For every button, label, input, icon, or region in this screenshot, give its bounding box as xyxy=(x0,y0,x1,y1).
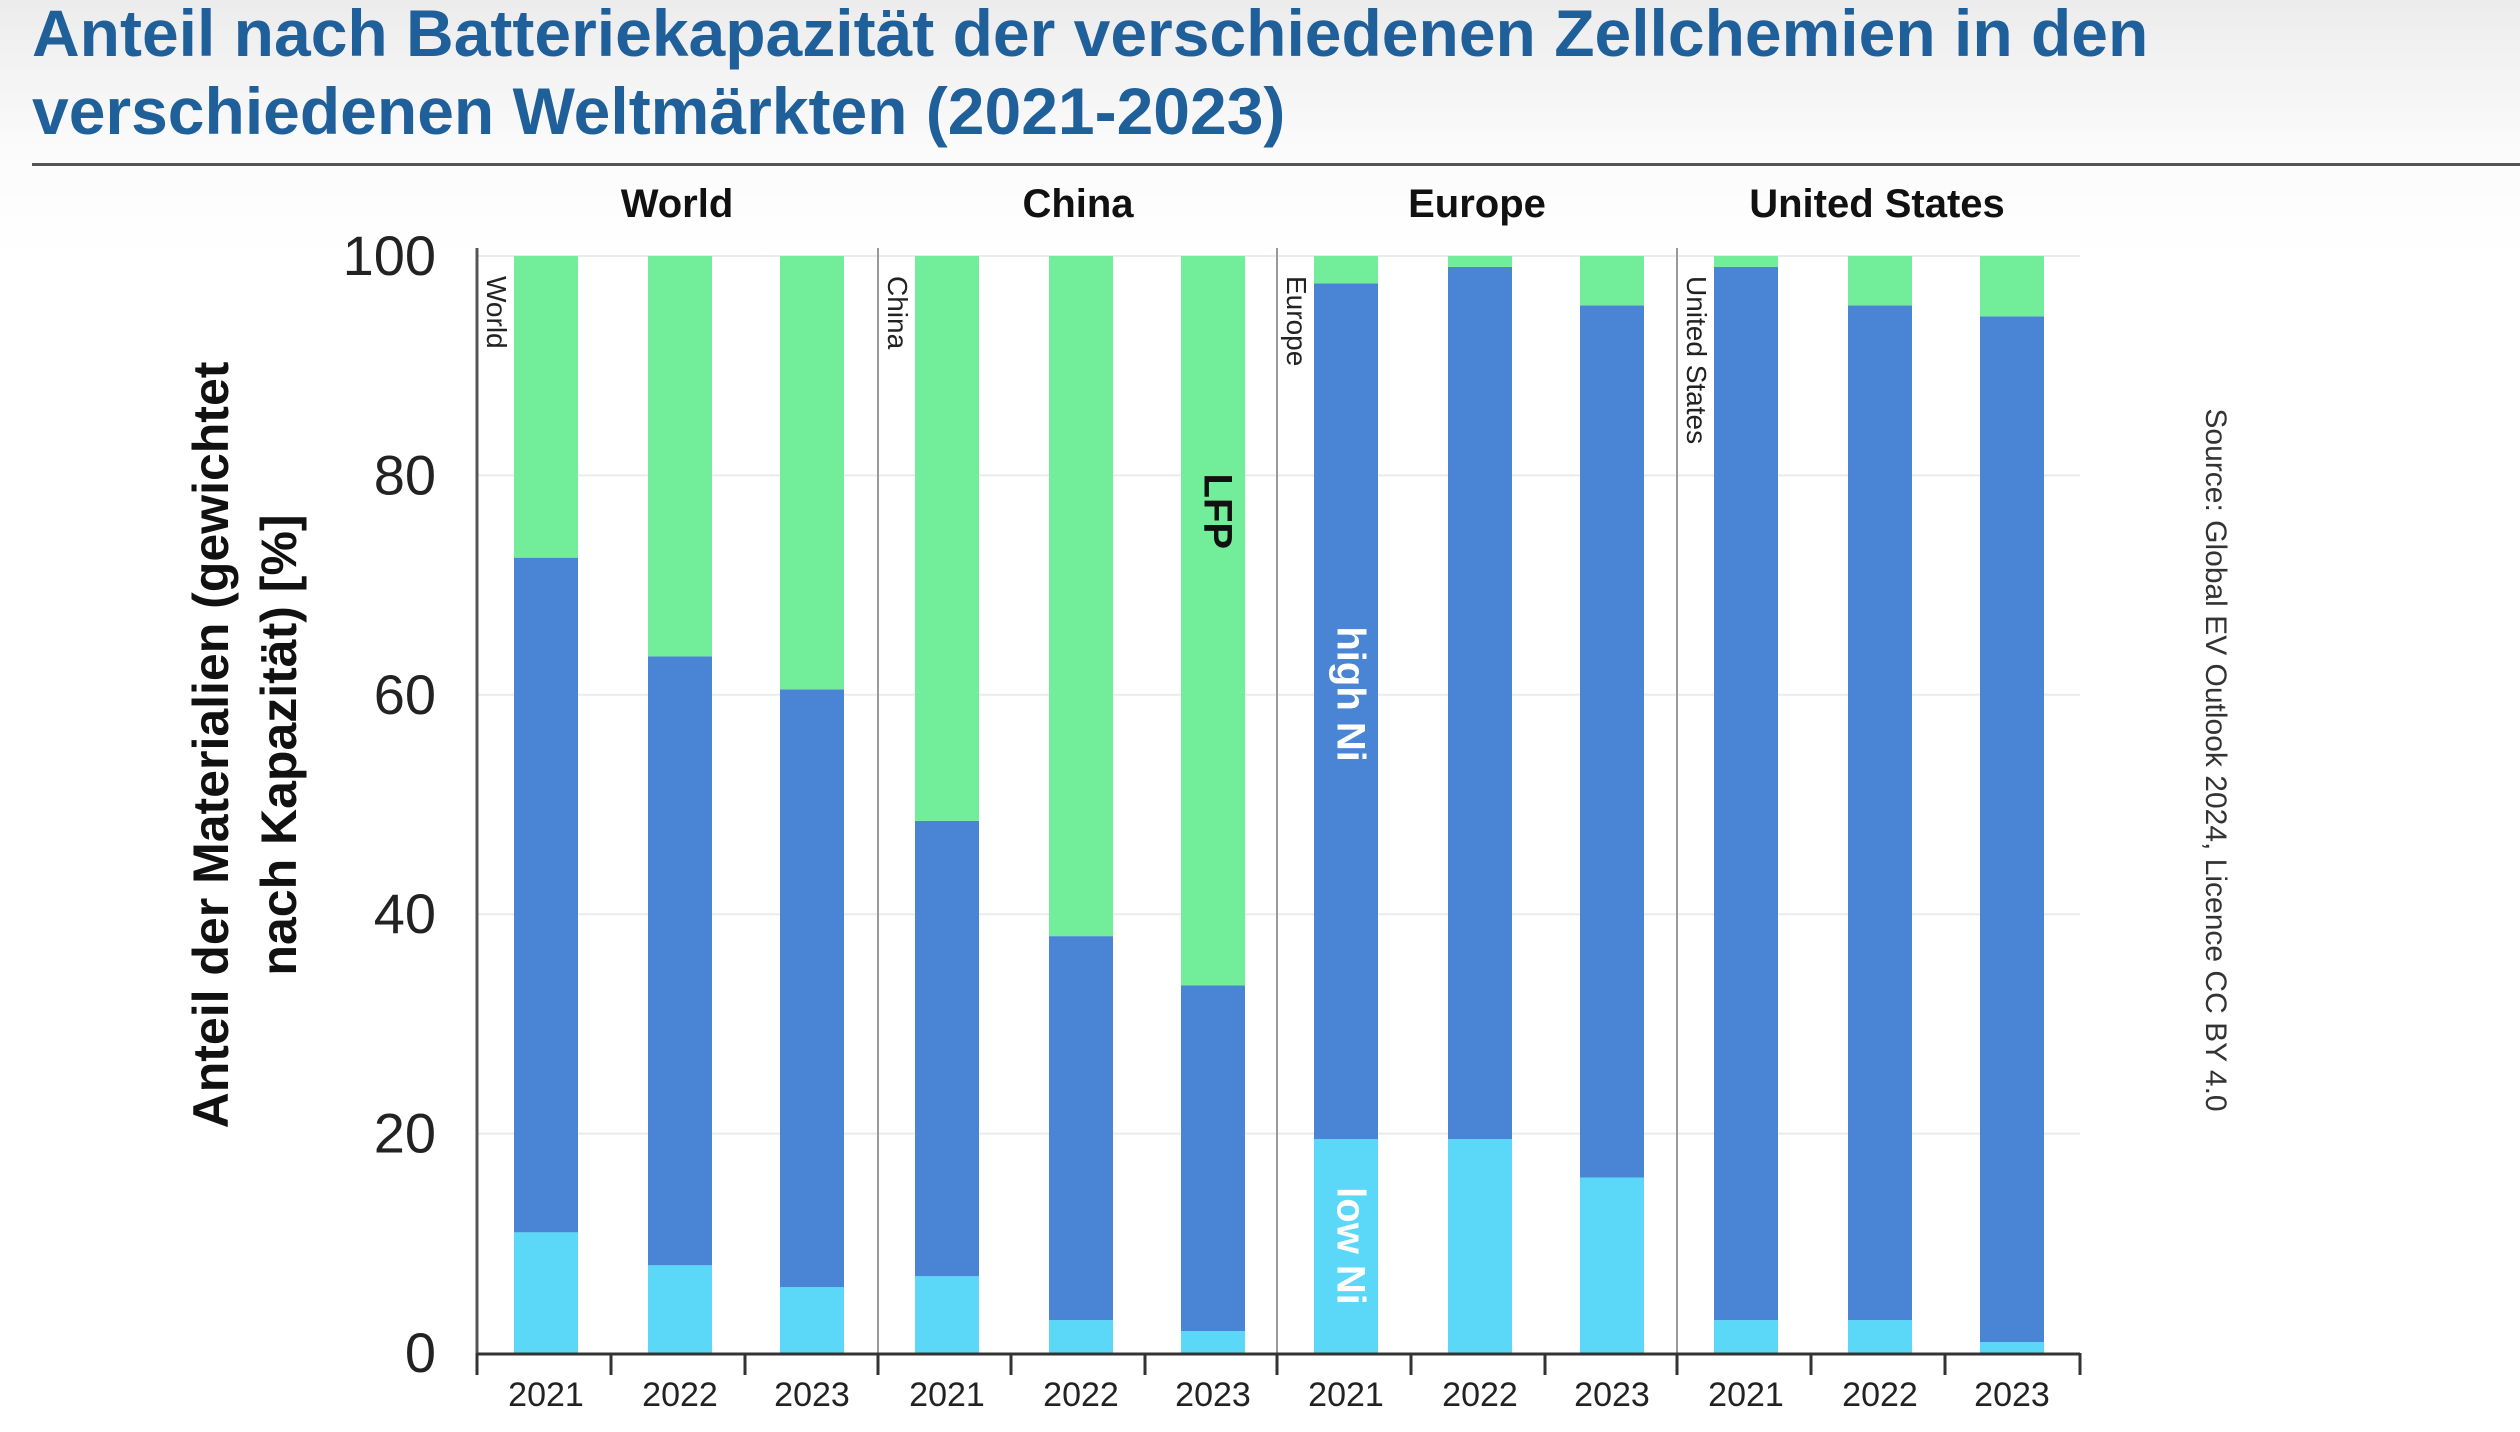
bar-world-2021-low-ni xyxy=(514,1232,578,1353)
axes xyxy=(475,248,2082,1375)
bar-china-2022-lfp xyxy=(1049,256,1113,937)
panel-title-world: World xyxy=(621,182,734,226)
corner-label-world: World xyxy=(481,276,512,349)
x-tick-label-united-states-2021: 2021 xyxy=(1708,1376,1784,1414)
bar-europe-2022-low-ni xyxy=(1448,1139,1512,1353)
y-tick-label-40: 40 xyxy=(374,882,436,945)
x-tick-label-world-2021: 2021 xyxy=(508,1376,584,1414)
x-tick-label-europe-2021: 2021 xyxy=(1308,1376,1384,1414)
bar-united-states-2023-lfp xyxy=(1980,256,2044,317)
bar-united-states-2021-lfp xyxy=(1714,256,1778,267)
bar-world-2021-high-ni xyxy=(514,557,578,1233)
annotation-low-ni: low Ni xyxy=(1328,1187,1372,1305)
corner-label-united-states: United States xyxy=(1681,276,1712,444)
bar-europe-2021-low-ni xyxy=(1314,1139,1378,1353)
gridlines xyxy=(477,255,2080,1135)
x-tick-label-europe-2022: 2022 xyxy=(1442,1376,1518,1414)
annotation-high-ni: high Ni xyxy=(1328,626,1372,762)
bar-china-2021-high-ni xyxy=(915,820,979,1277)
bar-world-2023-high-ni xyxy=(780,689,844,1288)
y-axis-label-line-1: Anteil der Materialien (gewichtet xyxy=(183,361,239,1128)
panel-title-united-states: United States xyxy=(1749,182,2005,226)
labels: 0 20 40 60 80 100 World World 2021 2022 2023 China C… xyxy=(183,182,2232,1414)
page-title: Anteil nach Batteriekapazität der versch… xyxy=(32,0,2149,148)
bar-united-states-2021-low-ni xyxy=(1714,1320,1778,1353)
x-tick-label-world-2022: 2022 xyxy=(642,1376,718,1414)
bar-europe-2023-low-ni xyxy=(1580,1177,1644,1353)
y-tick-label-20: 20 xyxy=(374,1102,436,1165)
bar-united-states-2022-lfp xyxy=(1848,256,1912,306)
title-divider xyxy=(32,163,2520,166)
bar-china-2023-low-ni xyxy=(1181,1331,1245,1353)
bar-europe-2022-lfp xyxy=(1448,256,1512,267)
x-tick-label-china-2021: 2021 xyxy=(909,1376,985,1414)
corner-label-europe: Europe xyxy=(1281,276,1312,366)
y-tick-label-0: 0 xyxy=(405,1321,436,1384)
x-tick-label-europe-2023: 2023 xyxy=(1574,1376,1650,1414)
bar-europe-2021-high-ni xyxy=(1314,283,1378,1140)
bar-china-2023-high-ni xyxy=(1181,985,1245,1332)
bar-world-2023-low-ni xyxy=(780,1287,844,1353)
bar-united-states-2023-high-ni xyxy=(1980,316,2044,1343)
bar-united-states-2021-high-ni xyxy=(1714,266,1778,1321)
panel-title-europe: Europe xyxy=(1408,182,1546,226)
y-tick-label-100: 100 xyxy=(343,224,436,287)
x-tick-label-united-states-2023: 2023 xyxy=(1974,1376,2050,1414)
x-tick-label-china-2022: 2022 xyxy=(1043,1376,1119,1414)
bar-united-states-2022-high-ni xyxy=(1848,305,1912,1321)
y-tick-label-60: 60 xyxy=(374,663,436,726)
annotation-lfp: LFP xyxy=(1195,474,1239,550)
y-axis-label-line-2: nach Kapazität) [%] xyxy=(251,514,307,975)
bars xyxy=(514,256,2044,1353)
bar-united-states-2023-low-ni xyxy=(1980,1342,2044,1353)
bar-world-2023-lfp xyxy=(780,256,844,690)
y-tick-label-80: 80 xyxy=(374,443,436,506)
bar-china-2023-lfp xyxy=(1181,256,1245,986)
bar-europe-2023-high-ni xyxy=(1580,305,1644,1178)
bar-world-2021-lfp xyxy=(514,256,578,558)
x-tick-label-china-2023: 2023 xyxy=(1175,1376,1251,1414)
bar-china-2021-low-ni xyxy=(915,1276,979,1353)
bar-world-2022-low-ni xyxy=(648,1265,712,1353)
corner-label-china: China xyxy=(882,276,913,350)
bar-china-2022-high-ni xyxy=(1049,936,1113,1321)
source-note: Source: Global EV Outlook 2024, Licence … xyxy=(2199,408,2232,1111)
bar-china-2021-lfp xyxy=(915,256,979,821)
x-tick-label-world-2023: 2023 xyxy=(774,1376,850,1414)
bar-world-2022-high-ni xyxy=(648,656,712,1266)
bar-europe-2021-lfp xyxy=(1314,256,1378,284)
bar-united-states-2022-low-ni xyxy=(1848,1320,1912,1353)
panel-title-china: China xyxy=(1022,182,1134,226)
x-tick-label-united-states-2022: 2022 xyxy=(1842,1376,1918,1414)
bar-world-2022-lfp xyxy=(648,256,712,657)
bar-europe-2023-lfp xyxy=(1580,256,1644,306)
bar-europe-2022-high-ni xyxy=(1448,266,1512,1140)
bar-china-2022-low-ni xyxy=(1049,1320,1113,1353)
